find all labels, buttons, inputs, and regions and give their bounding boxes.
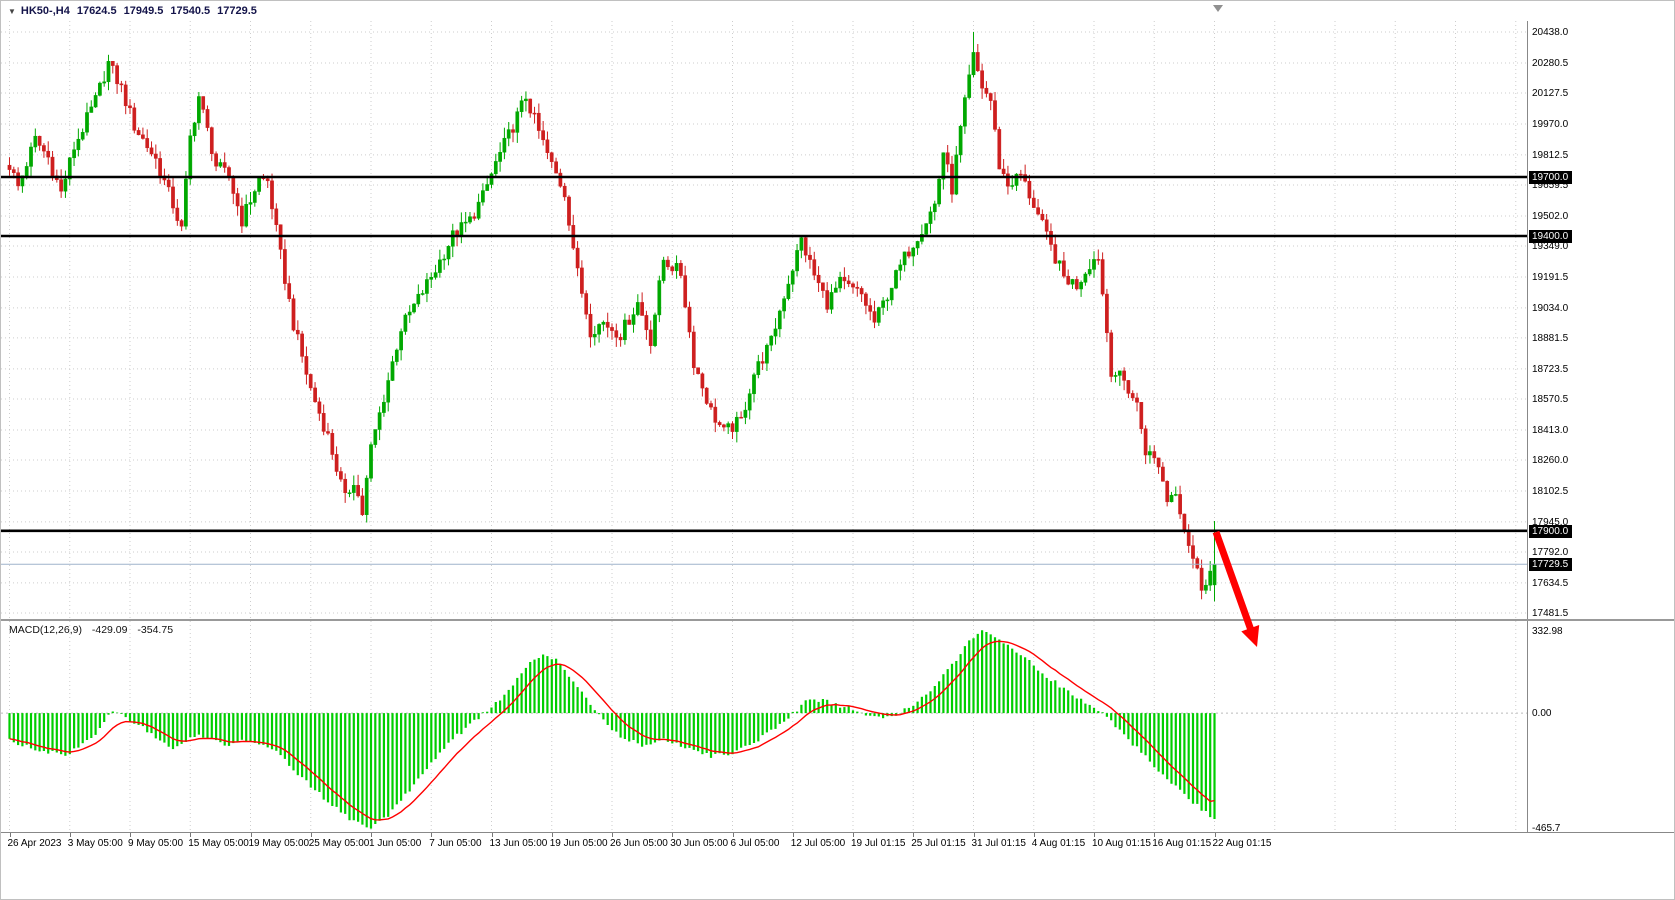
time-axis-tick [130, 833, 131, 837]
price-axis-label: 17634.5 [1532, 577, 1569, 589]
macd-main-value: -429.09 [91, 624, 128, 636]
price-axis-label: 18260.0 [1532, 455, 1569, 466]
ohlc-high-value: 17949.5 [123, 5, 164, 17]
time-axis-label: 7 Jun 05:00 [429, 838, 482, 849]
symbol-dropdown-icon[interactable]: ▼ [8, 6, 16, 16]
time-axis-label: 31 Jul 01:15 [971, 838, 1027, 849]
time-axis-tick [973, 833, 975, 837]
price-chart-svg [1, 21, 1527, 619]
time-axis-label: 3 May 05:00 [67, 838, 123, 849]
time-axis-tick [1214, 833, 1216, 837]
time-axis-tick [1033, 833, 1035, 837]
price-axis-label: 20280.5 [1532, 57, 1569, 69]
price-level-label: 19400.0 [1529, 229, 1573, 243]
time-axis-tick [612, 833, 613, 837]
price-axis-label: 20127.5 [1532, 88, 1569, 100]
macd-indicator-label: MACD(12,26,9) [9, 624, 82, 636]
price-axis-label: 19659.5 [1532, 179, 1569, 191]
chart-shift-marker[interactable] [1213, 5, 1223, 12]
price-chart-panel[interactable] [1, 21, 1527, 619]
time-axis[interactable]: 26 Apr 2023 3 May 05:00 9 May 05:00 15 May … [1, 832, 1674, 854]
horizontal-level-lines[interactable] [1, 175, 1527, 533]
macd-chart-svg [1, 621, 1527, 832]
price-axis-label: 18102.5 [1532, 485, 1569, 497]
time-axis-label: 25 May 05:00 [308, 838, 370, 849]
macd-axis-label: 332.98 [1532, 626, 1563, 637]
macd-header: MACD(12,26,9) -429.09 -354.75 [9, 624, 180, 636]
macd-axis[interactable]: 332.98 0.00 -465.7 [1527, 621, 1674, 834]
time-axis-label: 4 Aug 01:15 [1031, 838, 1086, 849]
time-axis-label: 25 Jul 01:15 [911, 838, 966, 849]
price-level-label: 19700.0 [1529, 171, 1573, 185]
price-axis[interactable]: 20438.0 20280.5 20127.5 19970.0 19812.5 19659… [1527, 21, 1674, 619]
time-axis-tick [491, 833, 493, 837]
time-axis-tick [913, 833, 915, 837]
time-axis-label: 26 Apr 2023 [7, 838, 62, 849]
price-grid-layer [1, 21, 1527, 619]
price-axis-label: 18723.5 [1532, 363, 1569, 375]
time-axis-tick [853, 833, 854, 837]
price-axis-label: 18881.5 [1532, 332, 1569, 344]
time-axis-label: 13 Jun 05:00 [489, 838, 548, 849]
ohlc-open-value: 17624.5 [76, 5, 117, 17]
price-axis-label: 19034.0 [1532, 302, 1569, 314]
price-axis-label: 19970.0 [1532, 118, 1569, 130]
price-axis-label: 17481.5 [1532, 608, 1569, 619]
time-axis-tick [1154, 833, 1156, 837]
macd-panel[interactable]: MACD(12,26,9) -429.09 -354.75 [1, 621, 1527, 832]
time-axis-tick [9, 833, 11, 837]
macd-axis-label: -465.7 [1532, 823, 1561, 834]
price-axis-label: 17945.0 [1532, 516, 1569, 528]
time-axis-label: 26 Jun 05:00 [610, 838, 668, 849]
price-axis-label: 19502.0 [1532, 210, 1569, 222]
time-axis-tick [1094, 833, 1095, 837]
price-axis-label: 19349.0 [1532, 241, 1569, 252]
time-axis-tick [551, 833, 553, 837]
ohlc-close-value: 17729.5 [217, 5, 257, 17]
time-axis-label: 9 May 05:00 [128, 838, 184, 849]
price-axis-label: 18570.5 [1532, 393, 1569, 405]
time-axis-label: 30 Jun 05:00 [670, 838, 729, 849]
time-axis-tick [190, 833, 192, 837]
macd-histogram [8, 630, 1216, 829]
time-axis-label: 19 Jul 01:15 [851, 838, 906, 849]
chart-header: ▼ HK50-,H4 17624.5 17949.5 17540.5 17729… [1, 1, 1524, 21]
price-axis-label: 19191.5 [1532, 271, 1569, 283]
time-axis-tick [732, 833, 734, 837]
time-axis-label: 19 May 05:00 [248, 838, 310, 849]
macd-signal-value: -354.75 [137, 624, 174, 636]
time-axis-label: 15 May 05:00 [188, 838, 249, 849]
time-axis-tick [431, 833, 433, 837]
time-axis-tick [792, 833, 794, 837]
time-axis-tick [310, 833, 312, 837]
time-axis-label: 1 Jun 05:00 [369, 838, 422, 849]
time-axis-label: 6 Jul 05:00 [730, 838, 780, 849]
time-axis-tick [69, 833, 71, 837]
price-level-label: 17900.0 [1529, 524, 1573, 538]
time-axis-tick [250, 833, 252, 837]
macd-signal-line [9, 640, 1215, 821]
symbol-timeframe-label: HK50-,H4 [20, 5, 70, 17]
current-price-label: 17729.5 [1529, 558, 1573, 572]
price-axis-label: 20438.0 [1532, 27, 1569, 38]
time-axis-label: 10 Aug 01:15 [1092, 838, 1151, 849]
panel-separator[interactable] [1, 619, 1674, 621]
time-axis-tick [371, 833, 372, 837]
price-axis-label: 19812.5 [1532, 149, 1569, 161]
macd-grid-layer [1, 621, 1527, 832]
price-axis-label: 17792.0 [1532, 546, 1569, 558]
price-axis-label: 18413.0 [1532, 424, 1569, 436]
ohlc-low-value: 17540.5 [170, 5, 211, 17]
time-axis-label: 16 Aug 01:15 [1152, 838, 1212, 849]
time-axis-tick [672, 833, 674, 837]
time-axis-label: 19 Jun 05:00 [549, 838, 608, 849]
macd-axis-label: 0.00 [1532, 708, 1552, 720]
time-axis-label: 12 Jul 05:00 [790, 838, 846, 849]
time-axis-label: 22 Aug 01:15 [1212, 838, 1272, 849]
